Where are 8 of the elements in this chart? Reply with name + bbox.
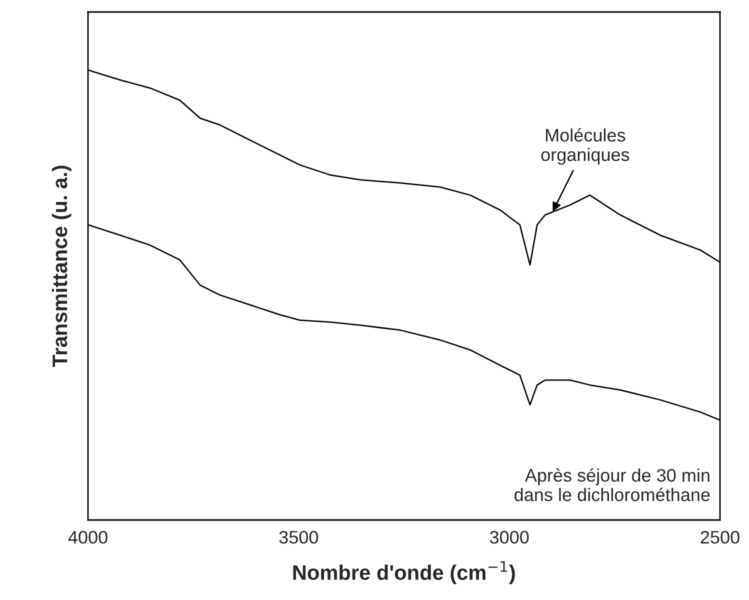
x-axis-title: Nombre d'onde (cm$^{−1}$) — [293, 561, 515, 584]
y-axis-title: Transmittance (u. a.) — [52, 166, 72, 368]
x-tick-label: 2500 — [700, 530, 740, 544]
x-tick-label: 3500 — [279, 530, 318, 544]
x-tick-label: 4000 — [68, 530, 108, 544]
x-tick-label: 3000 — [490, 530, 529, 544]
annotation: Molécules organiques — [541, 128, 630, 165]
annotation: Après séjour de 30 min dans le dichlorométhane — [514, 468, 710, 502]
